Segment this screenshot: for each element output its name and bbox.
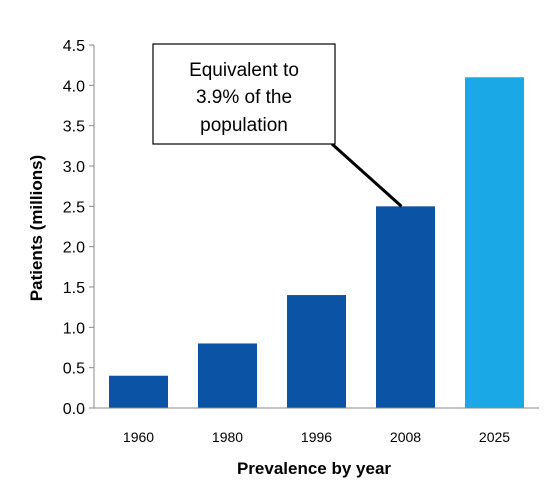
bars [109, 77, 524, 409]
y-tick-label: 0.0 [63, 401, 85, 418]
y-tick-label: 1.0 [63, 320, 85, 337]
y-tick-label: 0.5 [63, 361, 85, 378]
y-axis: 0.0 0.5 1.0 1.5 2.0 2.5 3.0 3.5 4.0 4.5 [63, 38, 95, 418]
callout-text-line-1: Equivalent to [189, 60, 299, 81]
x-tick-label: 1980 [212, 429, 243, 445]
x-tick-label: 1960 [123, 429, 154, 445]
x-tick-label: 1996 [301, 429, 332, 445]
x-tick-label: 2008 [390, 429, 421, 445]
callout-text-line-3: population [200, 115, 288, 136]
callout-leader-line [330, 142, 403, 208]
bar-1960 [109, 375, 168, 408]
x-axis: 1960 1980 1996 2008 2025 [94, 407, 539, 445]
bar-1996 [287, 295, 346, 408]
y-axis-title: Patients (millions) [27, 155, 46, 301]
y-tick-label: 4.0 [63, 78, 85, 95]
bar-1980 [198, 343, 257, 408]
callout-box [152, 43, 336, 145]
bar-2008 [376, 206, 435, 408]
y-tick-label: 3.0 [63, 159, 85, 176]
y-tick-label: 2.5 [63, 199, 85, 216]
y-tick-label: 3.5 [63, 119, 85, 136]
y-tick-label: 2.0 [63, 240, 85, 257]
callout-text-line-2: 3.9% of the [196, 87, 292, 108]
x-tick-label: 2025 [479, 429, 510, 445]
bar-2025 [465, 77, 524, 409]
x-axis-title: Prevalence by year [237, 459, 391, 478]
y-tick-label: 1.5 [63, 280, 85, 297]
y-tick-label: 4.5 [63, 38, 85, 55]
annotation: Equivalent to 3.9% of the population [152, 43, 403, 208]
